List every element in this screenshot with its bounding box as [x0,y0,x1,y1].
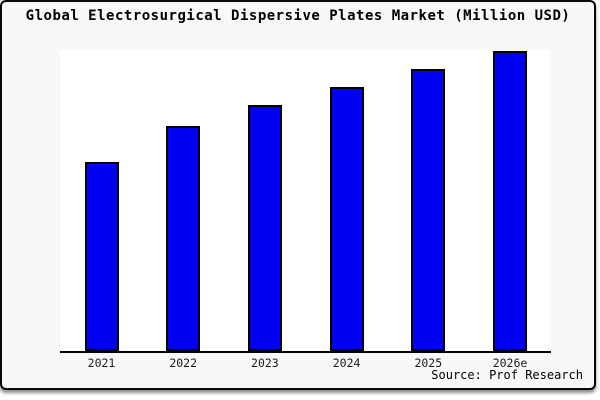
x-axis-label-2022: 2022 [169,356,198,370]
source-credit: Source: Prof Research [431,368,583,382]
x-axis-label-2026e: 2026e [492,356,528,370]
bar-2024 [329,87,364,351]
x-axis-label-2023: 2023 [251,356,279,370]
bar-2022 [166,126,201,351]
plot-area [60,50,551,353]
bar-2026e [493,51,527,351]
bar-2025 [411,69,446,351]
x-axis-label-2025: 2025 [414,356,443,370]
chart-frame: Global Electrosurgical Dispersive Plates… [0,0,596,390]
bar-2023 [247,105,282,351]
x-axis-labels: 2021 2022 2023 2024 2025 2026e [60,356,551,372]
x-axis-label-2024: 2024 [332,356,361,370]
chart-title: Global Electrosurgical Dispersive Plates… [25,8,571,24]
bar-2021 [84,162,119,351]
x-axis-label-2021: 2021 [87,356,116,370]
